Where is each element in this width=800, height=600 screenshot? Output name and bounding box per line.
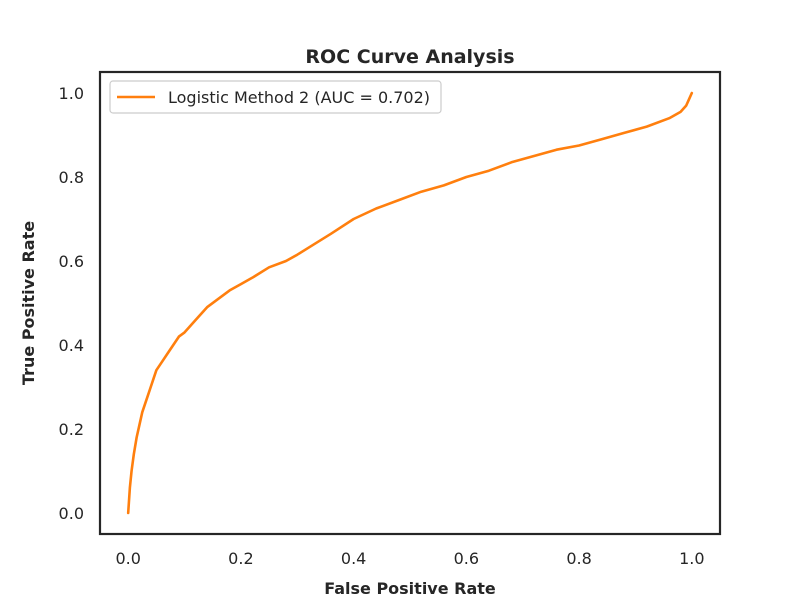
legend-label: Logistic Method 2 (AUC = 0.702)	[168, 88, 430, 107]
series-layer	[126, 91, 694, 515]
legend-box	[109, 80, 442, 114]
y-tick-label: 0.0	[59, 504, 84, 523]
y-axis-label: True Positive Rate	[19, 221, 38, 385]
y-tick-label: 1.0	[59, 84, 84, 103]
y-tick-label: 0.6	[59, 252, 84, 271]
roc-curve-line	[126, 91, 694, 515]
plot-frame	[98, 70, 722, 536]
x-axis-label: False Positive Rate	[324, 579, 496, 598]
x-tick-label: 1.0	[679, 549, 704, 568]
x-tick-label: 0.8	[566, 549, 591, 568]
legend: Logistic Method 2 (AUC = 0.702)	[109, 80, 442, 114]
x-axis-ticks: 0.0 0.2 0.4 0.6 0.8 1.0	[115, 549, 704, 568]
y-tick-label: 0.4	[59, 336, 84, 355]
x-tick-label: 0.2	[228, 549, 253, 568]
chart-title: ROC Curve Analysis	[305, 46, 514, 68]
x-tick-label: 0.6	[454, 549, 479, 568]
y-axis-ticks: 0.0 0.2 0.4 0.6 0.8 1.0	[59, 84, 84, 523]
y-tick-label: 0.8	[59, 168, 84, 187]
y-tick-label: 0.2	[59, 420, 84, 439]
x-tick-label: 0.4	[341, 549, 366, 568]
x-tick-label: 0.0	[115, 549, 140, 568]
